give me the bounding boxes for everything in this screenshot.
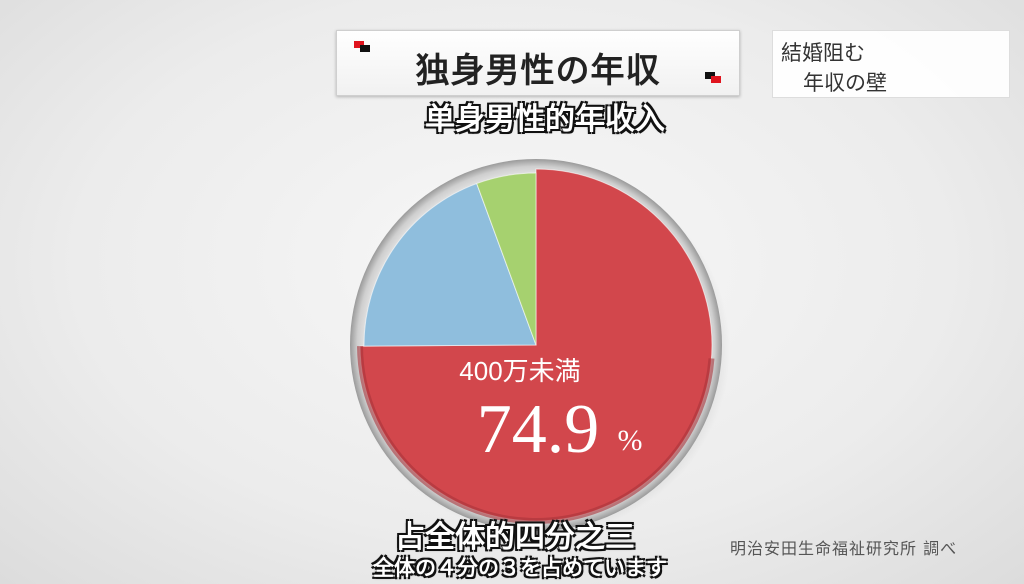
subtitle-bottom-cn: 占全体的四分之三 [395,520,635,555]
slice-value-400man: 74.9 [477,391,600,468]
slice-label-400man: 400万未満 [459,356,580,386]
pie-slice-3 [476,172,537,346]
program-tag-line1: 結婚阻む [781,41,865,65]
pie-slice-2 [363,182,537,347]
program-tag-line2: 年収の壁 [803,71,887,95]
subtitle-top: 单身男性的年收入 [425,102,665,137]
chart-title: 独身男性の年収 [415,51,661,91]
source-credit: 明治安田生命福祉研究所 調べ [730,539,958,558]
pie-slice-1-edge [357,346,715,524]
program-tag: 結婚阻む 年収の壁 [772,30,1010,98]
corner-mark-icon [705,72,721,84]
subtitle-bottom-jp: 全体の４分の３を占めています [373,556,667,580]
corner-mark-icon [354,41,370,53]
title-panel: 独身男性の年収 [336,30,740,96]
slice-unit-percent: % [618,424,643,457]
